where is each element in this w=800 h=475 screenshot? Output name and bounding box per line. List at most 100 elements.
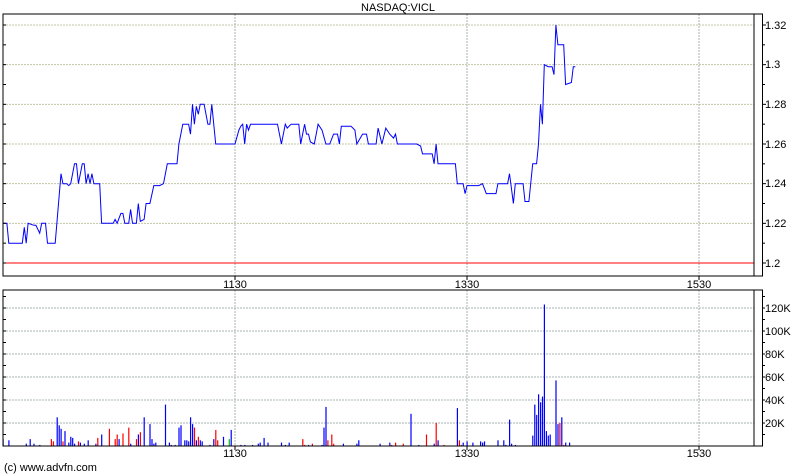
volume-bar — [180, 425, 182, 446]
volume-bar — [267, 442, 269, 446]
volume-bar — [402, 443, 404, 446]
volume-bar — [188, 441, 190, 446]
y-tick-label: 1.22 — [765, 218, 786, 230]
volume-bar — [458, 440, 460, 447]
volume-bar — [435, 423, 437, 446]
volume-bar — [230, 429, 232, 446]
volume-bar — [561, 417, 563, 447]
volume-bar — [389, 442, 391, 446]
volume-bar — [149, 424, 151, 446]
volume-grid — [3, 290, 754, 446]
volume-bar — [547, 435, 549, 446]
volume-bar — [263, 437, 265, 446]
volume-bar — [538, 394, 540, 447]
volume-bar — [559, 423, 561, 446]
x-tick-label: 1130 — [223, 279, 247, 291]
volume-bar — [97, 437, 99, 446]
volume-bar — [437, 440, 439, 447]
volume-panel-frame — [2, 289, 755, 447]
volume-bar — [549, 434, 551, 446]
volume-bar — [472, 442, 474, 446]
volume-bar — [193, 427, 196, 446]
volume-bar — [557, 424, 559, 446]
volume-bar — [215, 429, 217, 446]
volume-bar — [64, 431, 66, 446]
volume-bar — [58, 425, 60, 446]
volume-bar — [192, 424, 194, 446]
volume-bar — [155, 442, 157, 446]
volume-bar — [62, 441, 64, 446]
chart-title: NASDAQ:VICL — [361, 2, 435, 14]
volume-bar — [68, 442, 70, 446]
volume-bar — [325, 406, 327, 446]
y-tick-label: 1.2 — [765, 258, 780, 270]
volume-bar — [201, 441, 203, 446]
volume-bar — [8, 440, 10, 447]
y-tick-label: 1.24 — [765, 178, 786, 190]
x-tick-label: 1330 — [455, 448, 479, 460]
volume-bar — [308, 444, 310, 446]
x-tick-label: 1530 — [687, 448, 711, 460]
volume-bar — [139, 432, 141, 446]
volume-bar — [122, 433, 124, 446]
axis-ticks — [3, 24, 766, 450]
volume-bar — [545, 431, 547, 446]
volume-bar — [213, 439, 215, 446]
volume-bar — [174, 444, 176, 446]
y-tick-label: 80K — [765, 349, 785, 361]
volume-bar — [540, 402, 542, 446]
volume-bar — [217, 440, 219, 447]
volume-bar — [410, 413, 412, 446]
volume-bar — [323, 427, 325, 446]
volume-bar — [244, 444, 246, 446]
x-tick-label: 1530 — [687, 279, 711, 291]
volume-bar — [222, 436, 225, 446]
volume-bar — [184, 440, 186, 447]
volume-bar — [433, 443, 435, 446]
volume-bar — [50, 439, 52, 446]
volume-bar — [555, 380, 557, 446]
volume-bar — [304, 444, 306, 446]
volume-bar — [178, 427, 180, 446]
volume-bar — [186, 440, 188, 447]
volume-bar — [137, 434, 139, 446]
price-series-line — [3, 24, 576, 244]
y-tick-label: 40K — [765, 395, 785, 407]
volume-bar — [240, 444, 242, 446]
y-tick-label: 120K — [765, 303, 791, 315]
volume-bar — [29, 439, 31, 446]
volume-bar — [391, 444, 393, 446]
volume-bar — [532, 435, 534, 446]
volume-bar — [101, 434, 103, 446]
volume-bar — [311, 443, 313, 446]
volume-bar — [199, 440, 201, 447]
volume-bar — [514, 444, 516, 446]
volume-bar — [257, 443, 259, 446]
volume-bar — [462, 442, 464, 446]
volume-bar — [443, 444, 445, 446]
volume-bar — [130, 443, 132, 446]
volume-bar — [456, 408, 458, 446]
volume-bar — [460, 444, 462, 446]
volume-bar — [356, 443, 358, 446]
volume-bar — [425, 434, 428, 446]
volume-bar — [480, 441, 482, 446]
volume-bar — [259, 442, 261, 446]
volume-bar — [511, 443, 513, 446]
volume-bar — [333, 443, 335, 446]
volume-bar — [569, 442, 571, 446]
volume-bar — [128, 427, 130, 446]
volume-bar — [195, 440, 197, 447]
volume-bar — [302, 439, 304, 446]
volume-bar — [143, 417, 145, 447]
x-tick-label: 1130 — [223, 448, 247, 460]
volume-bar — [190, 417, 192, 447]
volume-bar — [60, 428, 62, 447]
volume-bar — [327, 440, 329, 447]
volume-bar — [280, 442, 283, 446]
volume-bar — [72, 437, 74, 446]
copyright-link[interactable]: (c) www.advfn.com — [4, 462, 97, 474]
volume-bar — [395, 442, 397, 446]
volume-bar — [108, 428, 110, 447]
